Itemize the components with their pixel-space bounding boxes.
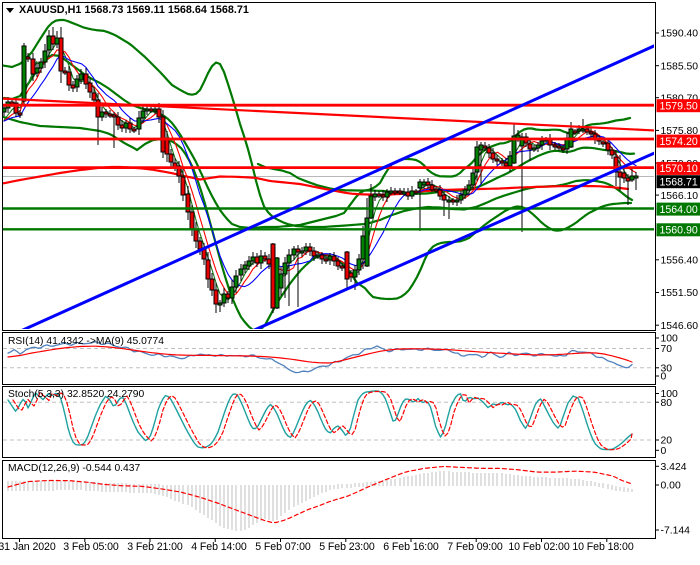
svg-text:10 Feb 18:00: 10 Feb 18:00 <box>572 541 633 553</box>
svg-text:1579.50: 1579.50 <box>660 101 698 113</box>
svg-text:1551.50: 1551.50 <box>661 288 699 299</box>
svg-text:MACD(12,26,9) -0.544 0.437: MACD(12,26,9) -0.544 0.437 <box>8 463 140 474</box>
svg-text:100: 100 <box>661 334 679 345</box>
svg-text:XAUUSD,H1 1568.73 1569.11 156: XAUUSD,H1 1568.73 1569.11 1568.64 1568.7… <box>19 4 249 16</box>
svg-text:5 Feb 07:00: 5 Feb 07:00 <box>255 541 311 553</box>
svg-text:1564.00: 1564.00 <box>660 204 698 216</box>
svg-text:1556.40: 1556.40 <box>661 256 699 267</box>
svg-text:1574.20: 1574.20 <box>660 136 698 148</box>
svg-text:3.424: 3.424 <box>661 462 687 473</box>
svg-text:1590.40: 1590.40 <box>661 29 699 40</box>
svg-text:80: 80 <box>661 398 673 409</box>
svg-text:1585.50: 1585.50 <box>661 61 699 72</box>
svg-text:4 Feb 14:00: 4 Feb 14:00 <box>191 541 247 553</box>
svg-text:Stoch(5,3,3) 32.8520 24.2790: Stoch(5,3,3) 32.8520 24.2790 <box>8 389 145 400</box>
svg-text:0.00: 0.00 <box>661 481 681 492</box>
svg-text:3 Feb 05:00: 3 Feb 05:00 <box>63 541 119 553</box>
svg-text:6 Feb 16:00: 6 Feb 16:00 <box>383 541 439 553</box>
svg-text:RSI(14) 41.4342 ->MA(9) 45.07: RSI(14) 41.4342 ->MA(9) 45.0774 <box>8 336 164 347</box>
svg-text:1546.60: 1546.60 <box>661 321 699 332</box>
svg-text:0: 0 <box>661 372 667 383</box>
svg-text:7 Feb 09:00: 7 Feb 09:00 <box>447 541 503 553</box>
svg-text:1568.71: 1568.71 <box>660 177 698 189</box>
svg-text:5 Feb 23:00: 5 Feb 23:00 <box>319 541 375 553</box>
svg-text:1560.90: 1560.90 <box>660 225 698 237</box>
svg-text:1566.10: 1566.10 <box>661 191 699 202</box>
svg-text:70: 70 <box>661 344 673 355</box>
svg-text:0: 0 <box>661 446 667 457</box>
svg-text:31 Jan 2020: 31 Jan 2020 <box>0 541 56 553</box>
svg-text:3 Feb 21:00: 3 Feb 21:00 <box>127 541 183 553</box>
svg-text:-7.144: -7.144 <box>661 526 691 537</box>
svg-text:1570.10: 1570.10 <box>660 163 698 175</box>
svg-text:10 Feb 02:00: 10 Feb 02:00 <box>508 541 569 553</box>
